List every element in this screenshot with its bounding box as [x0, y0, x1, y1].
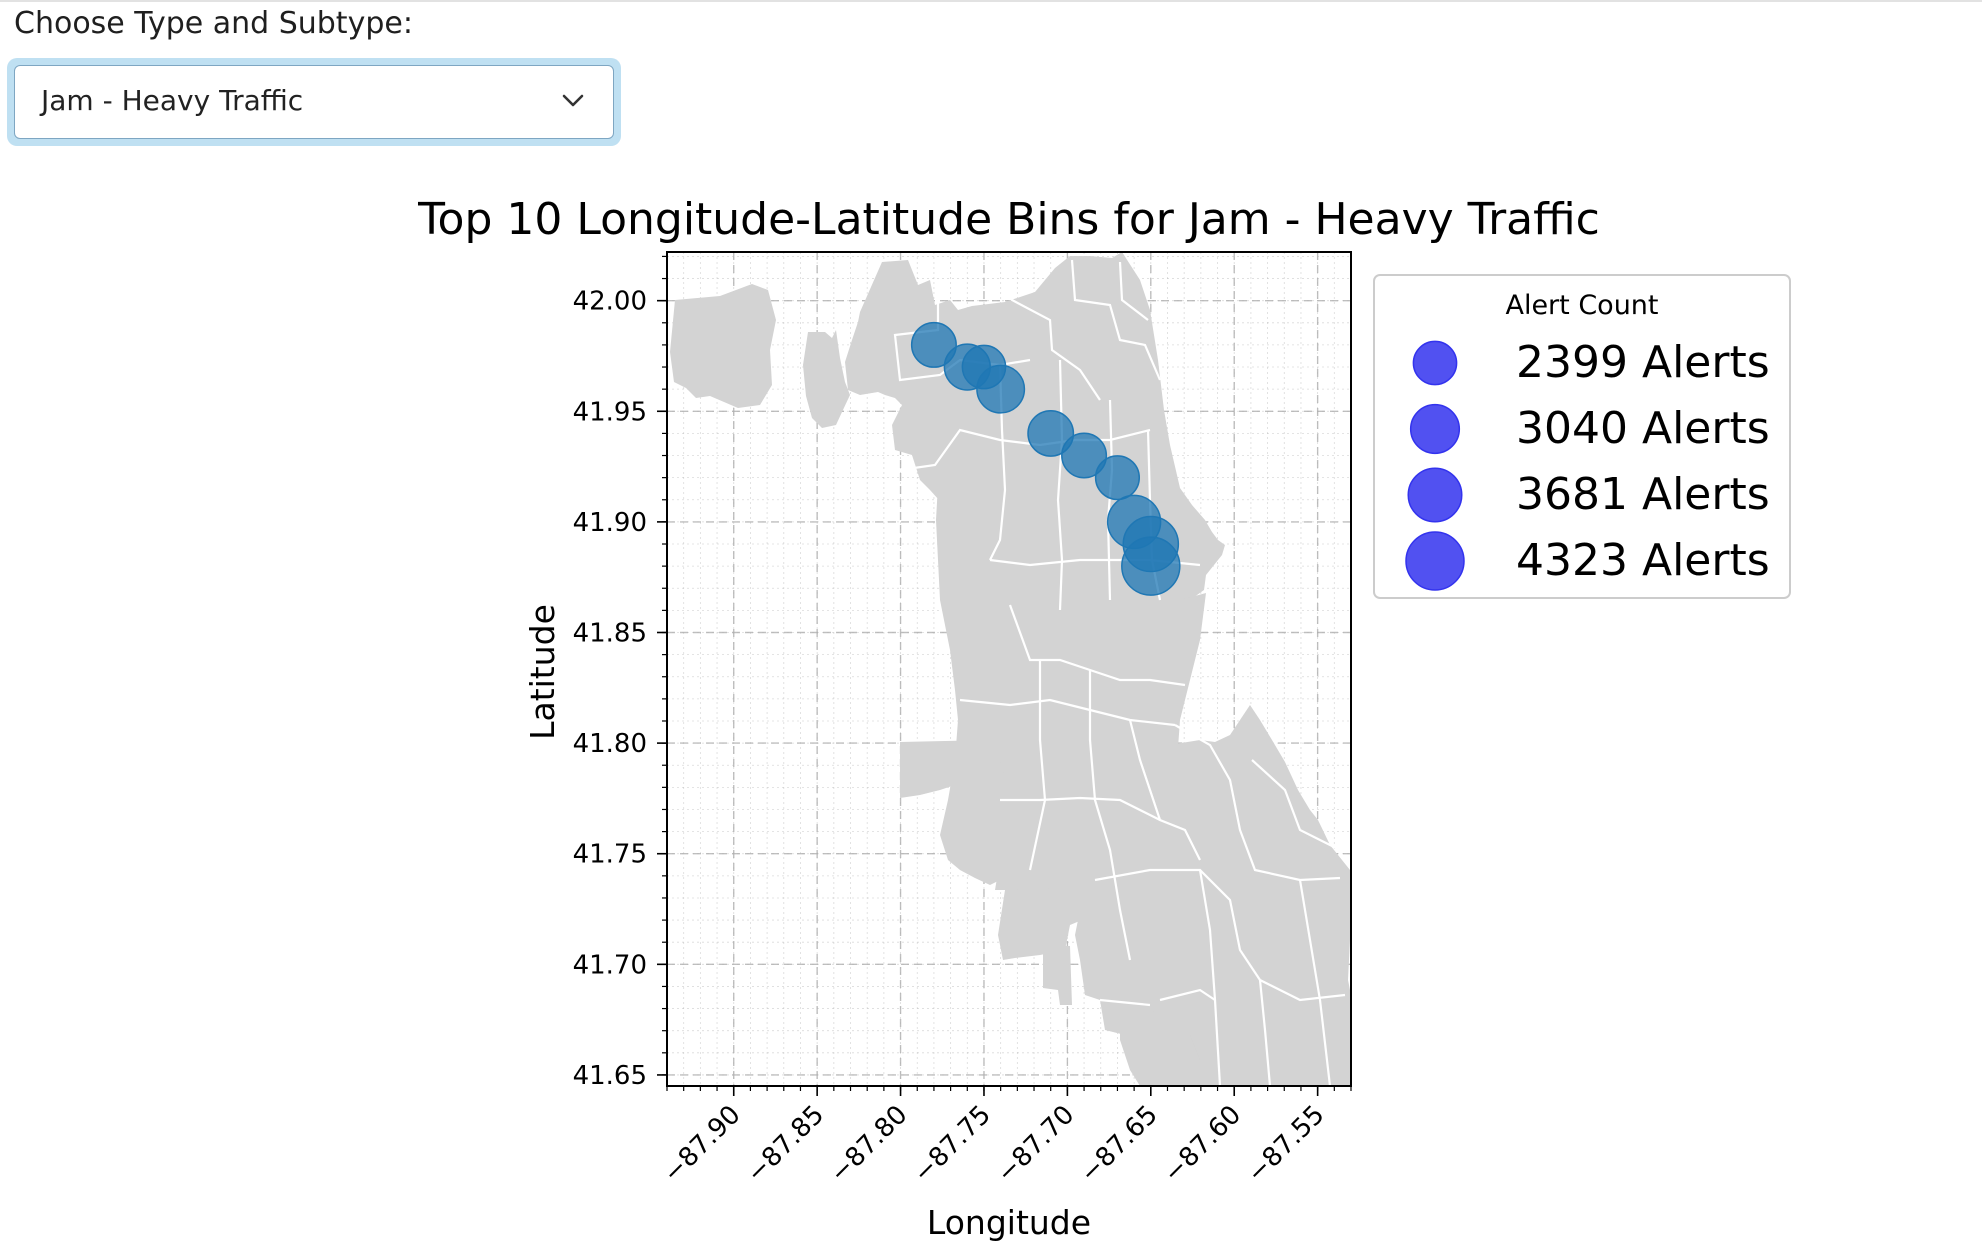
x-tick-label: −87.65 — [1075, 1100, 1164, 1189]
y-tick-label: 41.90 — [573, 508, 647, 538]
legend-marker — [1407, 467, 1463, 523]
legend-items: 2399 Alerts 3040 Alerts 3681 Alerts 4323 Al… — [1405, 337, 1770, 591]
x-tick-labels: −87.90−87.85−87.80−87.75−87.70−87.65−87.… — [657, 1100, 1330, 1189]
y-tick-label: 41.80 — [573, 729, 647, 759]
x-axis-label: Longitude — [927, 1203, 1091, 1242]
map-region-southwest-notch — [1043, 945, 1072, 1005]
y-axis-label: Latitude — [523, 604, 562, 740]
y-tick-labels: 41.65 41.70 41.75 41.80 41.85 41.90 41.95 42.00 — [573, 287, 647, 1091]
scatter-point — [1094, 455, 1141, 501]
x-tick-label: −87.90 — [657, 1100, 746, 1189]
map-region-south-bottom — [1120, 1000, 1210, 1086]
y-tick-label: 41.75 — [573, 840, 647, 870]
legend-marker — [1412, 340, 1458, 386]
type-subtype-label: Choose Type and Subtype: — [14, 6, 413, 41]
legend-label: 3040 Alerts — [1516, 403, 1770, 454]
y-tick-label: 41.85 — [573, 618, 647, 648]
select-value: Jam - Heavy Traffic — [41, 84, 304, 117]
x-tick-label: −87.60 — [1158, 1100, 1247, 1189]
chart-title: Top 10 Longitude-Latitude Bins for Jam -… — [417, 194, 1600, 245]
x-tick-label: −87.80 — [824, 1100, 913, 1189]
scatter-point — [1027, 409, 1075, 457]
y-tick-label: 42.00 — [573, 287, 647, 317]
chevron-down-icon — [562, 94, 584, 107]
legend-marker — [1405, 531, 1465, 591]
scatter-point — [1121, 536, 1181, 596]
legend-label: 2399 Alerts — [1516, 337, 1770, 388]
scatter-point — [910, 321, 957, 368]
plot-frame — [666, 251, 1352, 1087]
map-region-northwest-strip — [803, 330, 850, 428]
y-tick-label: 41.70 — [573, 950, 647, 980]
map-region-southwest-edge — [998, 888, 1082, 960]
axis-ticks — [657, 255, 1352, 1096]
legend-title: Alert Count — [1505, 290, 1658, 321]
scatter-point — [1061, 432, 1108, 479]
map-boundaries — [893, 259, 1346, 1086]
legend: Alert Count 2399 Alerts 3040 Alerts 3681 A… — [1373, 274, 1791, 599]
map-region-southwest — [900, 740, 1002, 800]
scatter-points — [910, 321, 1181, 596]
x-tick-label: −87.75 — [908, 1100, 997, 1189]
map-region-ohare — [670, 284, 776, 408]
legend-frame — [1373, 274, 1791, 599]
legend-label: 4323 Alerts — [1516, 535, 1770, 586]
y-tick-label: 41.65 — [573, 1061, 647, 1091]
top-divider — [0, 0, 1982, 2]
y-tick-label: 41.95 — [573, 397, 647, 427]
scatter-point — [976, 364, 1026, 414]
legend-marker — [1409, 403, 1461, 455]
legend-label: 3681 Alerts — [1516, 469, 1770, 520]
x-tick-label: −87.70 — [991, 1100, 1080, 1189]
x-tick-label: −87.85 — [741, 1100, 830, 1189]
x-tick-label: −87.55 — [1241, 1100, 1330, 1189]
type-subtype-select[interactable]: Jam - Heavy Traffic — [14, 65, 614, 139]
